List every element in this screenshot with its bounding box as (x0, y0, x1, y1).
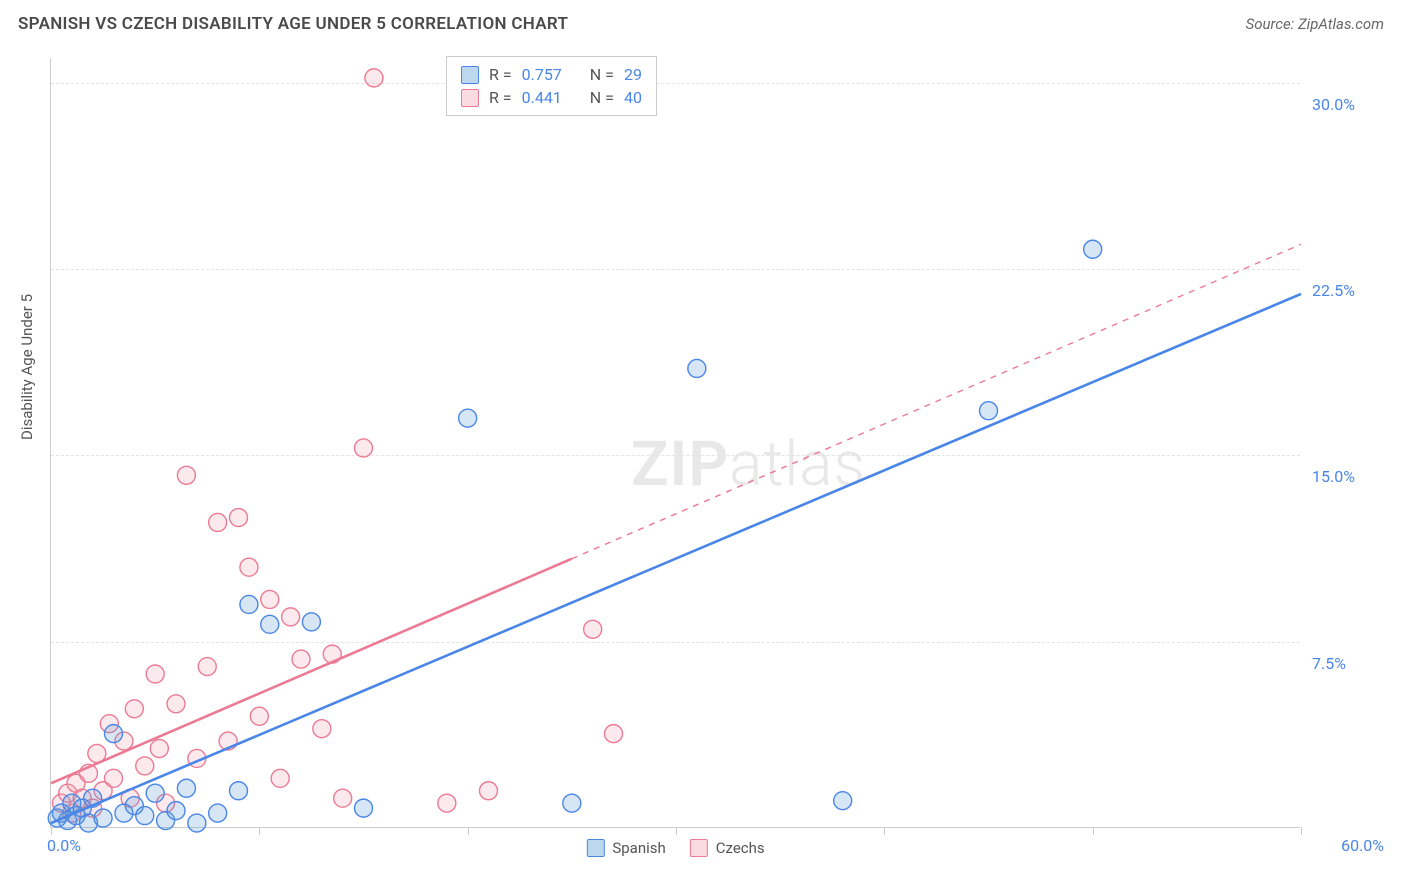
data-point (480, 782, 498, 800)
data-point (563, 794, 581, 812)
legend-label: Czechs (716, 839, 765, 857)
data-point (150, 740, 168, 758)
chart-area: ZIPatlas 7.5%15.0%22.5%30.0% 0.0%60.0% R… (50, 58, 1300, 828)
x-tick (1301, 827, 1302, 835)
x-tick (676, 827, 677, 835)
n-label: N = (590, 65, 614, 84)
data-point (459, 409, 477, 427)
data-point (230, 782, 248, 800)
y-tick-label: 7.5% (1312, 654, 1392, 673)
series-legend: Spanish Czechs (586, 839, 764, 857)
data-point (980, 402, 998, 420)
data-point (167, 802, 185, 820)
data-point (271, 769, 289, 787)
swatch-icon (461, 66, 479, 84)
x-tick (468, 827, 469, 835)
x-tick-label: 60.0% (1341, 836, 1384, 855)
data-point (209, 804, 227, 822)
data-point (167, 695, 185, 713)
legend-row-czechs: R = 0.441 N = 40 (461, 86, 642, 109)
data-point (136, 757, 154, 775)
correlation-legend: R = 0.757 N = 29 R = 0.441 N = 40 (446, 56, 657, 116)
data-point (177, 466, 195, 484)
data-point (313, 720, 331, 738)
scatter-plot (51, 58, 1300, 827)
data-point (261, 615, 279, 633)
legend-item-spanish: Spanish (586, 839, 665, 857)
swatch-icon (586, 839, 604, 857)
y-tick-label: 22.5% (1312, 281, 1392, 300)
x-tick (51, 827, 52, 835)
r-value: 0.757 (522, 65, 562, 84)
data-point (1084, 240, 1102, 258)
n-value: 40 (624, 88, 642, 107)
r-label: R = (489, 65, 512, 84)
data-point (605, 725, 623, 743)
data-point (292, 650, 310, 668)
data-point (188, 814, 206, 832)
y-axis-label: Disability Age Under 5 (18, 294, 36, 440)
legend-item-czechs: Czechs (690, 839, 765, 857)
data-point (230, 509, 248, 527)
data-point (240, 595, 258, 613)
data-point (355, 439, 373, 457)
legend-row-spanish: R = 0.757 N = 29 (461, 63, 642, 86)
data-point (834, 792, 852, 810)
legend-label: Spanish (612, 839, 665, 857)
data-point (688, 359, 706, 377)
data-point (146, 784, 164, 802)
swatch-icon (461, 89, 479, 107)
chart-title: SPANISH VS CZECH DISABILITY AGE UNDER 5 … (18, 14, 568, 34)
trend-line-dashed (572, 244, 1301, 558)
data-point (438, 794, 456, 812)
data-point (94, 809, 112, 827)
data-point (250, 707, 268, 725)
x-tick (1093, 827, 1094, 835)
trend-line (51, 294, 1301, 823)
y-tick-label: 30.0% (1312, 95, 1392, 114)
data-point (125, 700, 143, 718)
r-label: R = (489, 88, 512, 107)
data-point (365, 69, 383, 87)
y-tick-label: 15.0% (1312, 467, 1392, 486)
r-value: 0.441 (522, 88, 562, 107)
data-point (240, 558, 258, 576)
data-point (198, 658, 216, 676)
data-point (334, 789, 352, 807)
data-point (105, 725, 123, 743)
data-point (302, 613, 320, 631)
x-tick-label: 0.0% (47, 836, 81, 855)
trend-line (51, 559, 572, 784)
swatch-icon (690, 839, 708, 857)
data-point (355, 799, 373, 817)
n-label: N = (590, 88, 614, 107)
data-point (136, 807, 154, 825)
data-point (209, 513, 227, 531)
source-label: Source: ZipAtlas.com (1246, 15, 1384, 33)
data-point (105, 769, 123, 787)
data-point (584, 620, 602, 638)
x-tick (884, 827, 885, 835)
data-point (146, 665, 164, 683)
data-point (282, 608, 300, 626)
data-point (177, 779, 195, 797)
n-value: 29 (624, 65, 642, 84)
x-tick (259, 827, 260, 835)
data-point (261, 590, 279, 608)
